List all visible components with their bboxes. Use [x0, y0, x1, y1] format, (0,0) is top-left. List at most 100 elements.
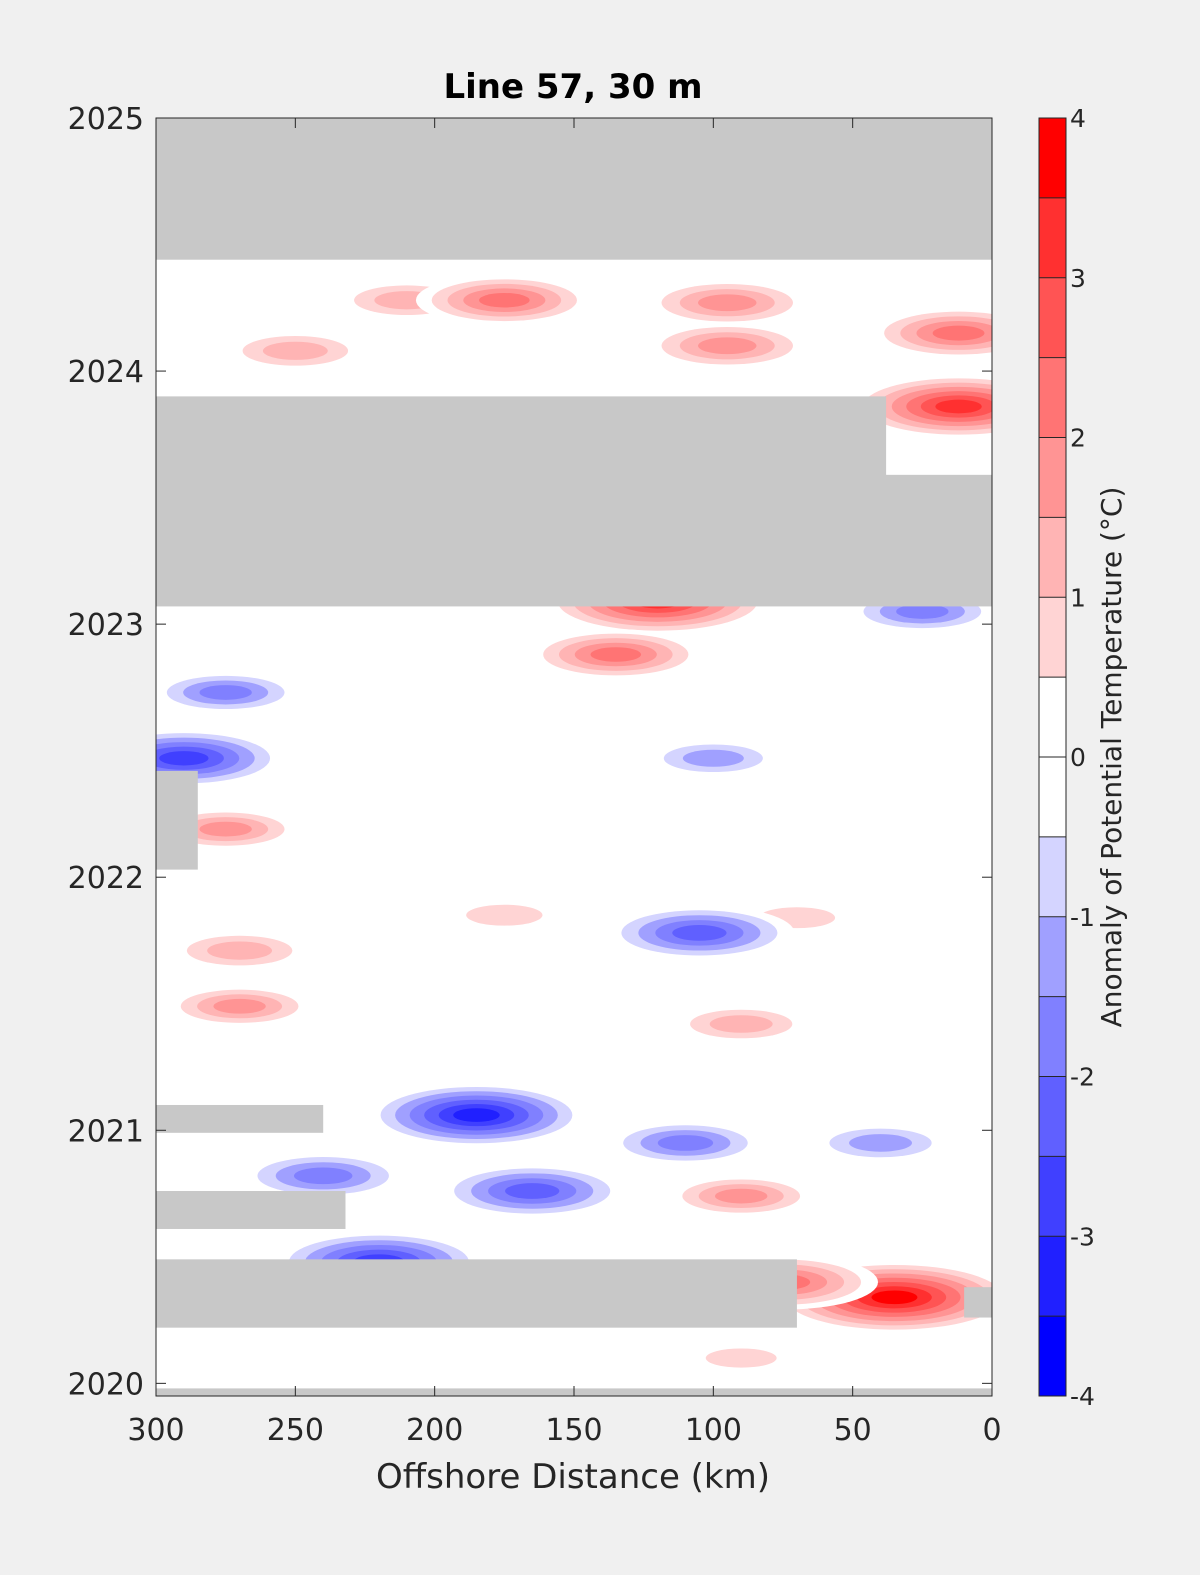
contour-level	[293, 1167, 353, 1185]
x-tick-label: 150	[545, 1413, 602, 1448]
colorbar-segment	[1039, 996, 1066, 1077]
anomaly-feature	[683, 1342, 799, 1374]
contour-level	[159, 751, 209, 766]
no-data-region	[156, 474, 992, 607]
contour-level	[935, 399, 982, 414]
anomaly-feature	[366, 1082, 587, 1148]
contour-level	[709, 1015, 773, 1033]
colorbar-segment	[1039, 677, 1066, 757]
contour-level	[199, 685, 252, 700]
anomaly-feature	[670, 1004, 812, 1044]
contour-level	[207, 941, 273, 960]
colorbar-tick-label: 3	[1070, 264, 1086, 293]
y-axis: 2020 2021 2022 2023 2024 2025	[68, 102, 992, 1402]
colorbar-tick-label: -2	[1070, 1063, 1095, 1092]
anomaly-feature	[643, 321, 812, 370]
anomaly-feature	[166, 930, 313, 972]
contour-level	[213, 998, 266, 1014]
x-tick-label: 300	[127, 1413, 184, 1448]
anomaly-feature	[605, 1120, 766, 1166]
colorbar-segment	[1039, 357, 1066, 438]
contour-level	[505, 1183, 560, 1199]
contour-level	[932, 325, 985, 341]
contour-level	[657, 1135, 714, 1151]
anomaly-feature	[867, 307, 992, 360]
colorbar-tick-label: 4	[1070, 104, 1086, 133]
colorbar-tick-label: -1	[1070, 903, 1095, 932]
anomaly-feature	[644, 739, 782, 778]
colorbar-segment	[1039, 1316, 1066, 1396]
colorbar-segment	[1039, 597, 1066, 678]
colorbar-segment	[1039, 1156, 1066, 1237]
x-tick-label: 200	[406, 1413, 463, 1448]
colorbar-segment	[1039, 836, 1066, 917]
anomaly-feature	[394, 1201, 475, 1222]
no-data-region	[156, 118, 992, 260]
x-tick-label: 250	[267, 1413, 324, 1448]
anomaly-feature	[222, 330, 369, 372]
plot-area	[155, 117, 993, 1397]
x-tick-label: 0	[982, 1413, 1001, 1448]
colorbar-segment	[1039, 757, 1066, 837]
anomaly-contours	[156, 274, 992, 1374]
colorbar-tick-label: 2	[1070, 424, 1086, 453]
y-tick-label: 2024	[68, 355, 144, 390]
colorbar-segment	[1039, 1236, 1066, 1317]
colorbar-label: Anomaly of Potential Temperature (°C)	[1095, 487, 1128, 1028]
no-data-region	[964, 1287, 992, 1318]
anomaly-feature	[527, 629, 705, 680]
no-data-region	[156, 770, 198, 870]
anomaly-feature	[643, 278, 812, 327]
anomaly-feature	[666, 1174, 817, 1218]
anomaly-feature	[809, 1123, 952, 1163]
x-tick-label: 50	[834, 1413, 872, 1448]
colorbar: -4 -3 -2 -1 0 1 2 3 4	[1038, 104, 1095, 1411]
no-data-region	[156, 1259, 797, 1328]
contour-level	[705, 1348, 777, 1368]
colorbar-segment	[1039, 517, 1066, 598]
no-data-region	[156, 1191, 346, 1229]
anomaly-feature	[156, 671, 301, 714]
contour-level	[682, 749, 744, 767]
anomaly-feature	[164, 985, 315, 1028]
contour-level	[698, 337, 757, 355]
anomaly-feature	[239, 1151, 408, 1200]
no-data-region	[156, 1104, 324, 1133]
contour-level	[466, 904, 543, 926]
chart-title: Line 57, 30 m	[443, 67, 702, 107]
colorbar-tick-label: 1	[1070, 583, 1086, 612]
no-data-mask	[156, 118, 992, 1396]
contour-level	[590, 647, 642, 662]
contour-level	[453, 1108, 500, 1122]
colorbar-tick-label: -4	[1070, 1382, 1095, 1411]
colorbar-segment	[1039, 437, 1066, 518]
x-axis: 300 250 200 150 100 50 0	[127, 118, 1002, 1448]
colorbar-tick-label: 0	[1070, 743, 1086, 772]
y-tick-label: 2025	[68, 102, 144, 137]
contour-level	[479, 292, 530, 308]
y-tick-label: 2022	[68, 861, 144, 896]
contour-level	[698, 294, 757, 312]
contour-level	[896, 604, 949, 619]
y-tick-label: 2021	[68, 1114, 144, 1149]
anomaly-feature	[604, 905, 795, 961]
no-data-region	[156, 396, 887, 478]
y-tick-label: 2020	[68, 1367, 144, 1402]
anomaly-feature	[442, 898, 567, 933]
colorbar-tick-label: -3	[1070, 1222, 1095, 1251]
anomaly-feature	[415, 274, 593, 326]
colorbar-segment	[1039, 1076, 1066, 1157]
y-tick-label: 2023	[68, 608, 144, 643]
x-axis-label: Offshore Distance (km)	[376, 1457, 770, 1497]
contour-level	[715, 1188, 768, 1204]
contour-level	[394, 1201, 475, 1222]
contour-level	[871, 1290, 918, 1305]
contour-level	[199, 821, 252, 837]
colorbar-segment	[1039, 197, 1066, 278]
anomaly-feature	[437, 1163, 628, 1219]
contour-level	[262, 341, 328, 360]
colorbar-segment	[1039, 118, 1066, 198]
contour-level	[849, 1134, 912, 1152]
colorbar-segment	[1039, 916, 1066, 997]
